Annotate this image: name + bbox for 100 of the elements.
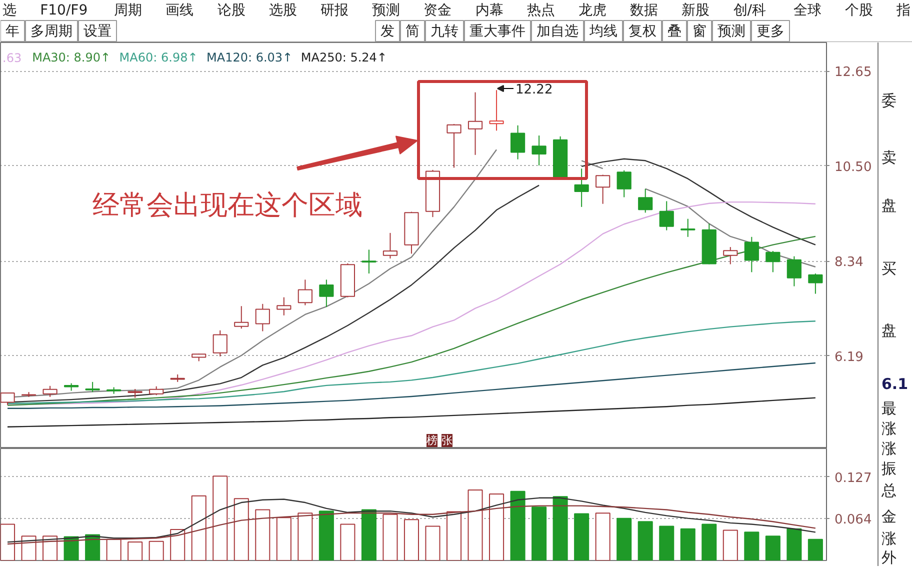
candlestick	[723, 246, 738, 265]
bar	[702, 524, 717, 560]
bar	[106, 538, 122, 560]
text: 卖	[882, 148, 896, 166]
candlestick	[234, 306, 249, 330]
text: 金	[882, 508, 896, 526]
text: 预测	[372, 2, 400, 18]
line-series	[6, 397, 816, 428]
text: 最	[882, 400, 896, 418]
text: 指	[896, 2, 910, 18]
candlestick	[638, 188, 653, 214]
bar	[191, 495, 206, 560]
candlestick	[659, 200, 674, 231]
candlestick	[212, 330, 228, 357]
text: 设置	[84, 24, 112, 40]
text: 盘	[882, 196, 896, 214]
y-tick-label: 0.127	[834, 470, 872, 486]
bar	[128, 542, 143, 560]
text: .63	[2, 51, 22, 65]
text: 更多	[756, 24, 784, 40]
candlestick	[489, 90, 504, 132]
bar	[255, 509, 270, 560]
text: 研报	[320, 2, 348, 18]
bar	[318, 510, 334, 560]
bar	[722, 530, 738, 560]
candlestick	[532, 135, 546, 166]
bar	[361, 509, 376, 560]
text: 重大事件	[470, 24, 526, 40]
text: 内幕	[475, 2, 504, 18]
candlestick	[680, 218, 696, 238]
candlestick	[766, 250, 780, 273]
annotation: 榜	[426, 434, 438, 447]
text: 盘	[882, 322, 896, 340]
candlestick	[255, 303, 270, 332]
candlestick	[510, 124, 526, 160]
candlestick	[744, 236, 759, 273]
bar	[276, 517, 292, 560]
text: MA30: 8.90↑	[32, 50, 111, 64]
text: 简	[406, 24, 420, 40]
bar	[170, 529, 186, 560]
text: MA250: 5.24↑	[300, 50, 388, 64]
candlestick	[446, 124, 462, 168]
bar	[765, 536, 780, 560]
text: 热点	[526, 2, 555, 18]
bar	[446, 511, 462, 560]
text: 周期	[114, 2, 142, 18]
text: 选股	[268, 2, 297, 18]
text: 论股	[217, 2, 246, 18]
candlestick	[616, 170, 632, 198]
text: 龙虎	[578, 2, 606, 18]
line-series	[6, 362, 816, 409]
text: F10/F9	[40, 2, 88, 18]
bar	[212, 476, 228, 560]
text: 预测	[718, 24, 746, 40]
bar	[595, 512, 610, 560]
text: 创/科	[733, 2, 766, 18]
bar	[616, 518, 632, 560]
candlestick	[596, 174, 610, 204]
annotation: 经常会出现在这个区域	[92, 190, 362, 221]
text: 资金	[424, 2, 452, 18]
text: 委	[882, 92, 896, 110]
y-tick-label: 0.064	[834, 512, 872, 528]
bar	[85, 534, 100, 560]
bar	[808, 538, 823, 560]
bar	[638, 521, 653, 560]
bar	[680, 528, 696, 560]
bar	[532, 506, 547, 560]
bar	[425, 526, 440, 560]
y-tick-label: 6.19	[834, 350, 864, 365]
candlestick	[786, 256, 802, 287]
bar	[0, 524, 16, 560]
bar	[298, 512, 313, 560]
text: 画线	[166, 2, 194, 18]
text: 叠	[668, 24, 682, 40]
bar	[659, 526, 674, 560]
candlestick	[276, 296, 292, 316]
text: 复权	[628, 24, 656, 40]
bar	[786, 528, 802, 560]
y-tick-label: 12.65	[834, 65, 872, 80]
bar	[382, 514, 398, 560]
bar	[404, 519, 419, 560]
text: 个股	[844, 2, 873, 18]
text: 买	[882, 260, 896, 278]
bar	[340, 524, 356, 560]
text: 全球	[793, 2, 822, 18]
annotation: 张	[442, 434, 452, 447]
line-series	[6, 505, 816, 545]
text: 涨	[882, 440, 896, 458]
bar	[21, 536, 36, 560]
bar	[510, 490, 526, 560]
candlestick	[319, 279, 334, 308]
line-series	[6, 236, 816, 406]
text: 新股	[682, 2, 710, 18]
candlestick	[0, 392, 15, 406]
text: 多周期	[30, 24, 72, 40]
line-series	[6, 497, 816, 543]
text: MA60: 6.98↑	[119, 50, 198, 64]
text: 6.1	[882, 375, 908, 393]
text: 加自选	[536, 24, 578, 40]
text: 总	[880, 482, 896, 500]
